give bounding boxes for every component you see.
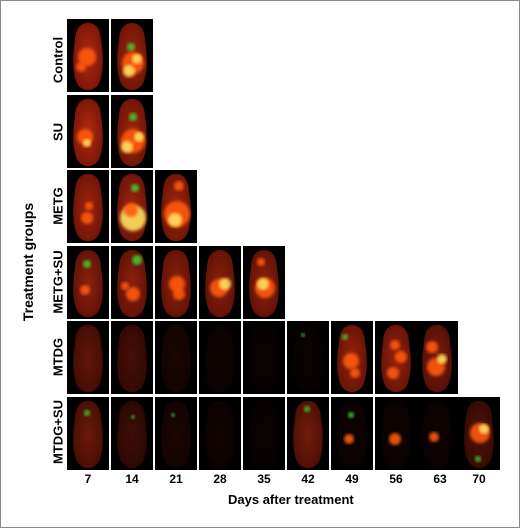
mouse-image-panel [111,321,153,394]
row-label-mtdg-su: MTDG+SU [50,400,66,464]
mouse-image-panel [243,246,285,319]
day-label-49: 49 [345,472,359,486]
day-label-70: 70 [472,472,486,486]
row-label-mtdg: MTDG [50,337,66,377]
day-label-14: 14 [125,472,139,486]
mouse-image-panel [287,397,329,470]
y-axis-label: Treatment groups [20,202,36,322]
mouse-image-panel [111,246,153,319]
row-label-su: SU [50,122,66,142]
mouse-image-panel [199,246,241,319]
mouse-image-panel [243,397,285,470]
mouse-image-panel [67,19,109,92]
mouse-image-panel [331,397,373,470]
mouse-image-panel [155,397,197,470]
day-label-42: 42 [301,472,315,486]
mouse-image-panel [67,321,109,394]
mouse-image-panel [67,95,109,168]
mouse-image-panel [67,246,109,319]
day-label-21: 21 [169,472,183,486]
mouse-image-panel [416,397,458,470]
mouse-image-panel [416,321,458,394]
day-label-28: 28 [213,472,227,486]
mouse-image-panel [67,170,109,243]
mouse-image-panel [331,321,373,394]
mouse-image-panel [155,246,197,319]
mouse-image-panel [67,397,109,470]
day-label-63: 63 [433,472,447,486]
mouse-image-panel [243,321,285,394]
mouse-image-panel [199,397,241,470]
day-label-56: 56 [389,472,403,486]
mouse-image-panel [155,170,197,243]
row-label-metg-su: METG+SU [50,250,66,314]
mouse-image-panel [199,321,241,394]
row-label-control: Control [50,36,66,84]
mouse-image-panel [375,321,417,394]
day-label-35: 35 [257,472,271,486]
mouse-image-panel [458,397,500,470]
mouse-image-panel [111,19,153,92]
day-label-7: 7 [84,472,92,486]
mouse-image-panel [111,397,153,470]
mouse-image-panel [111,170,153,243]
mouse-image-panel [287,321,329,394]
mouse-image-panel [111,95,153,168]
mouse-image-panel [155,321,197,394]
row-label-metg: METG [50,187,66,225]
x-axis-label: Days after treatment [228,492,354,507]
mouse-image-panel [375,397,417,470]
